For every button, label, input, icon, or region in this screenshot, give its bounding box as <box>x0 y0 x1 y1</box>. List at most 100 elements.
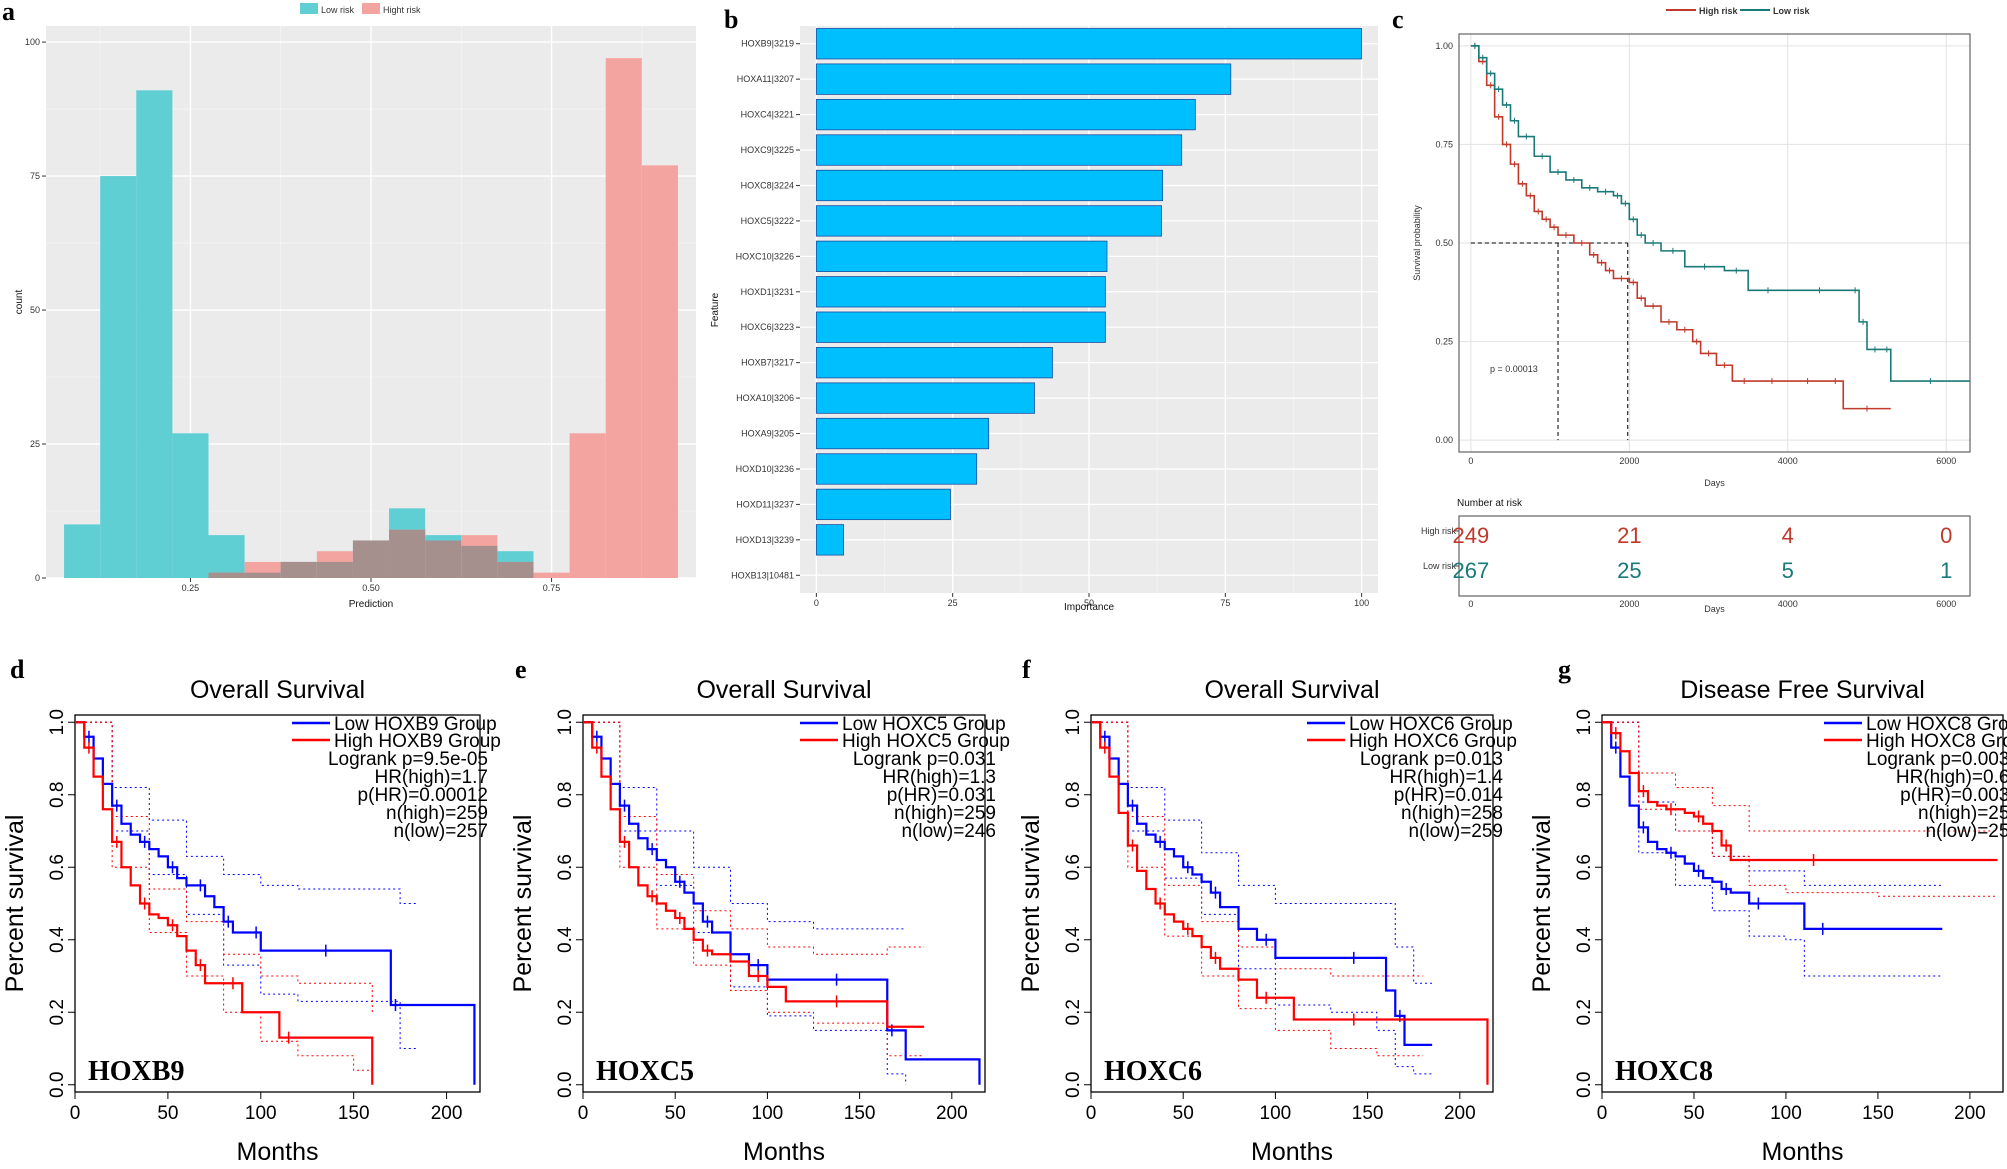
km-curve-high-group <box>1602 721 1998 862</box>
legend-label-low-group: Low HOXC8 Group <box>1866 714 2007 735</box>
x-tick-label: 200 <box>1444 1103 1476 1124</box>
confidence-bound-lower <box>1602 721 1943 977</box>
feature-label: HOXD11|3237 <box>736 499 794 509</box>
km-curve-low-group <box>75 721 476 1085</box>
risk-table-x-tick-label: 2000 <box>1619 599 1639 609</box>
panel-c-x-tick-label: 2000 <box>1619 456 1639 466</box>
confidence-bound-lower <box>583 721 925 1057</box>
panel-d: d Overall Survival 0 50 100 150 200 0.0 0.2 0.4 0.… <box>1 655 501 1166</box>
y-tick-label: 0.2 <box>1063 999 1084 1025</box>
feature-label: HOXC6|3223 <box>741 322 794 332</box>
histogram-bar-overlap <box>316 561 353 578</box>
risk-table-count: 25 <box>1617 558 1641 583</box>
confidence-bound-upper <box>583 721 906 930</box>
feature-label: HOXC4|3221 <box>741 110 794 120</box>
histogram-bar-high-risk <box>641 165 678 578</box>
y-tick-label: 0.2 <box>47 999 68 1025</box>
panel-g-plot-frame <box>1601 714 2004 1093</box>
panel-c-x-tick-label: 6000 <box>1936 456 1956 466</box>
legend-stat: HR(high)=0.61 <box>1896 767 2007 788</box>
y-tick-label: 1.0 <box>47 709 68 735</box>
y-tick-label: 0.4 <box>1574 926 1595 953</box>
feature-label: HOXB7|3217 <box>741 358 794 368</box>
feature-label: HOXD1|3231 <box>741 287 794 297</box>
histogram-bar-low-risk <box>208 535 245 578</box>
y-axis-title: Percent survival <box>1528 815 1556 993</box>
confidence-bound-lower <box>1602 721 1998 897</box>
risk-table-x-tick-label: 4000 <box>1778 599 1798 609</box>
x-tick-label: 150 <box>844 1103 876 1124</box>
histogram-bar-overlap <box>389 529 426 578</box>
importance-bar <box>815 311 1106 343</box>
y-tick-label: 0.8 <box>1063 782 1084 808</box>
y-axis-title: Percent survival <box>509 815 537 993</box>
x-tick-label: 50 <box>1173 1103 1194 1124</box>
legend-stat: Logrank p=0.031 <box>853 749 996 770</box>
risk-table-row-label: Low risk <box>1423 561 1457 571</box>
y-tick-label: 1.0 <box>1063 709 1084 735</box>
feature-label: HOXD13|3239 <box>736 535 794 545</box>
importance-bar <box>815 488 951 521</box>
panel-c-y-tick-label: 0.25 <box>1435 337 1453 347</box>
histogram-bar-high-risk <box>605 58 642 579</box>
y-tick-label: 1.0 <box>1574 709 1595 735</box>
x-tick-label: 150 <box>338 1103 370 1124</box>
importance-bar <box>815 276 1106 308</box>
importance-bar <box>815 382 1035 414</box>
feature-label: HOXC10|3226 <box>736 251 794 261</box>
x-tick-label: 100 <box>245 1103 277 1124</box>
panel-c-y-tick-label: 0.00 <box>1435 435 1453 445</box>
risk-table-x-axis-title: Days <box>1704 604 1725 614</box>
histogram-bar-overlap <box>461 545 498 578</box>
y-axis-title: Percent survival <box>1 815 29 993</box>
confidence-bound-lower <box>1091 721 1433 1075</box>
legend-label-low-risk: Low risk <box>321 5 355 15</box>
risk-table-count: 267 <box>1453 558 1490 583</box>
importance-bar <box>815 63 1232 95</box>
legend-stat: p(HR)=0.031 <box>887 785 996 806</box>
x-tick-label: 0 <box>1086 1103 1097 1124</box>
legend-label-high-group: High HOXC5 Group <box>842 731 1010 752</box>
km-curve-low-group <box>583 721 981 1085</box>
histogram-bar-low-risk <box>136 90 173 579</box>
legend-label-high-group: High HOXB9 Group <box>334 731 501 752</box>
feature-label: HOXC5|3222 <box>741 216 794 226</box>
importance-bar <box>815 240 1108 272</box>
y-tick-label: 1.0 <box>555 709 576 735</box>
legend-stat: HR(high)=1.4 <box>1389 767 1503 788</box>
panel-label-f: f <box>1022 655 1031 684</box>
x-tick-label: 0 <box>1597 1103 1608 1124</box>
x-tick-label: 150 <box>1862 1103 1894 1124</box>
km-curve-high-group <box>583 721 925 1028</box>
risk-table-count: 249 <box>1453 523 1490 548</box>
importance-bar <box>815 205 1162 237</box>
panel-b-x-tick-label: 50 <box>1084 598 1094 608</box>
legend-stat: Logrank p=9.5e-05 <box>328 749 488 770</box>
risk-table-frame <box>1458 515 1971 597</box>
legend-stat: n(low)=259 <box>1408 821 1503 842</box>
x-axis-title: Months <box>1762 1138 1844 1166</box>
feature-label: HOXA10|3206 <box>736 393 794 403</box>
panel-label-a: a <box>2 0 15 26</box>
confidence-bound-lower <box>75 721 419 1049</box>
risk-table-count: 1 <box>1940 558 1952 583</box>
risk-table-count: 21 <box>1617 523 1641 548</box>
importance-bar <box>815 169 1164 202</box>
y-tick-label: 0.0 <box>1063 1072 1084 1098</box>
panel-f: f Overall Survival 0 50 100 150 200 0.0 0.2 0.4 0.… <box>1017 655 1517 1166</box>
histogram-bar-low-risk <box>64 524 101 578</box>
histogram-bar-high-risk <box>569 433 606 578</box>
panel-b-x-tick-label: 0 <box>814 598 819 608</box>
x-tick-label: 100 <box>1770 1103 1802 1124</box>
x-axis-title: Months <box>1251 1138 1333 1166</box>
panel-c-y-tick-label: 0.50 <box>1435 238 1453 248</box>
legend-stat: p(HR)=0.0037 <box>1900 785 2007 806</box>
x-tick-label: 0 <box>70 1103 81 1124</box>
histogram-bar-overlap <box>497 561 534 578</box>
x-tick-label: 200 <box>431 1103 463 1124</box>
y-tick-label: 0.2 <box>555 999 576 1025</box>
y-axis-title: Percent survival <box>1017 815 1045 993</box>
panel-a-x-axis-title: Prediction <box>349 599 393 610</box>
